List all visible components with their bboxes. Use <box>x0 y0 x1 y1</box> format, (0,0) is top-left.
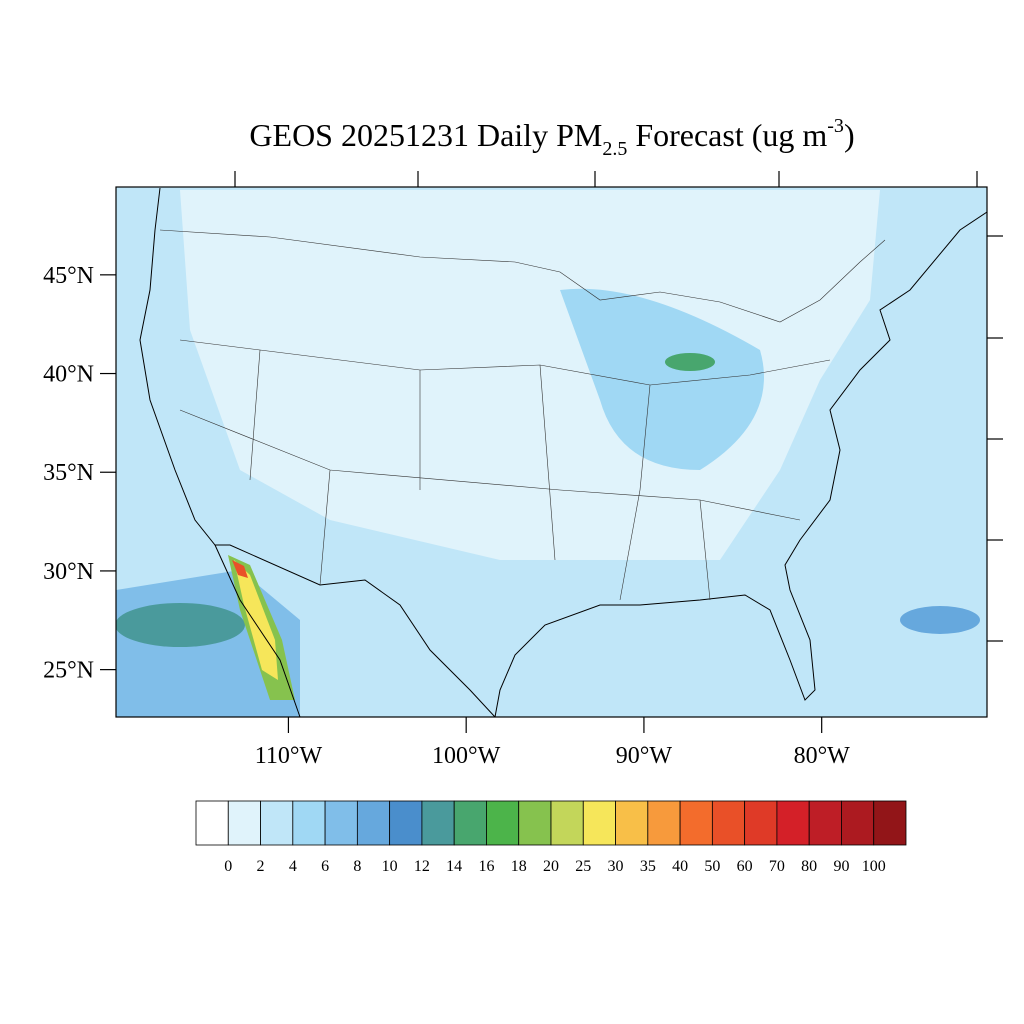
colorbar-label: 12 <box>414 858 430 875</box>
border <box>159 229 886 323</box>
colorbar-box <box>744 800 778 846</box>
colorbar-box <box>550 800 584 846</box>
colorbar-box <box>808 800 842 846</box>
colorbar-label: 30 <box>608 858 624 875</box>
colorbar-label: 50 <box>704 858 720 875</box>
field-plume <box>116 603 245 647</box>
colorbar-box <box>679 800 713 846</box>
state-border <box>179 339 831 601</box>
frame-ticks <box>234 171 1003 642</box>
colorbar-box <box>518 800 552 846</box>
colorbar-box <box>776 800 810 846</box>
map-frame <box>115 186 988 718</box>
title-sub: 2.5 <box>602 138 627 160</box>
colorbar-label: 25 <box>575 858 591 875</box>
colorbar-label: 90 <box>833 858 849 875</box>
colorbar-label: 6 <box>321 858 329 875</box>
axes: 45°N 40°N 35°N 30°N 25°N 110°W 100°W 90°W 80°W <box>43 263 850 769</box>
colorbar-box <box>647 800 681 846</box>
colorbar-label: 35 <box>640 858 656 875</box>
colorbar-box <box>582 800 616 846</box>
colorbar-box <box>711 800 746 846</box>
title-end: ) <box>844 117 855 153</box>
field-low <box>180 190 880 560</box>
lon-tick-label: 100°W <box>432 743 501 769</box>
lat-tick-label: 25°N <box>43 658 94 684</box>
lon-tick-label: 110°W <box>255 743 323 769</box>
colorbar-box <box>453 800 487 846</box>
field-plume <box>232 560 248 578</box>
colorbar-box <box>615 800 649 846</box>
coastline <box>214 544 301 717</box>
field-mid <box>560 288 764 470</box>
field-plume <box>234 560 278 680</box>
lat-tick-label: 45°N <box>43 263 94 289</box>
field-plume <box>900 606 980 634</box>
colorbar-box <box>292 800 326 846</box>
colorbar-label: 70 <box>769 858 785 875</box>
title-middle: Forecast (ug m <box>627 117 827 153</box>
colorbar-label: 80 <box>801 858 817 875</box>
colorbar-box <box>260 800 294 846</box>
field-plume <box>665 353 715 371</box>
colorbar-label: 16 <box>478 858 494 875</box>
colorbar-label: 60 <box>737 858 753 875</box>
colorbar-box <box>195 800 229 846</box>
colorbar-box <box>841 800 875 846</box>
title-sup: -3 <box>827 115 844 137</box>
lat-tick-label: 35°N <box>43 460 94 486</box>
lat-tick-label: 40°N <box>43 362 94 388</box>
colorbar-label: 0 <box>224 858 232 875</box>
lat-tick-label: 30°N <box>43 559 94 585</box>
colorbar-label: 8 <box>353 858 361 875</box>
colorbar-label: 10 <box>382 858 398 875</box>
colorbar-box <box>486 800 520 846</box>
title: GEOS 20251231 Daily PM2.5 Forecast (ug m… <box>249 115 854 160</box>
colorbar-label: 4 <box>289 858 297 875</box>
colorbar-box <box>356 800 391 846</box>
colorbar-box <box>421 800 455 846</box>
colorbar-label: 20 <box>543 858 559 875</box>
colorbar-label: 14 <box>446 858 462 875</box>
coastline <box>494 211 987 717</box>
colorbar-label: 2 <box>257 858 265 875</box>
colorbar-box <box>227 800 261 846</box>
colorbar-label: 18 <box>511 858 527 875</box>
lon-tick-label: 90°W <box>616 743 673 769</box>
colorbar-box <box>324 800 358 846</box>
map-field <box>116 187 987 717</box>
colorbar-box <box>873 800 907 846</box>
colorbar-label: 40 <box>672 858 688 875</box>
colorbar: 0 2 4 6 8 10 12 14 16 18 20 25 30 35 40 50 60 70 80 90 100 <box>195 800 907 875</box>
lon-tick-label: 80°W <box>794 743 851 769</box>
title-main: GEOS 20251231 Daily PM <box>249 117 602 153</box>
colorbar-box <box>389 800 423 846</box>
colorbar-label: 100 <box>862 858 886 875</box>
